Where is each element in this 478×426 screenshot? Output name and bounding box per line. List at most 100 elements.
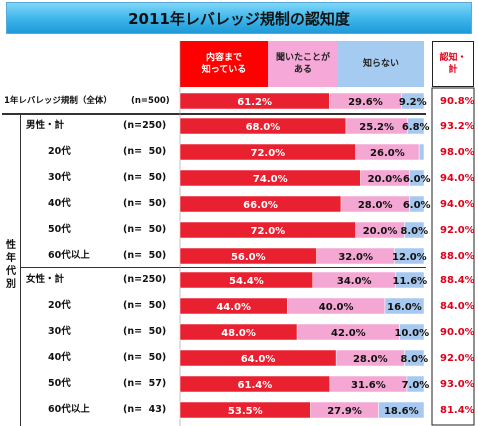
bar-value-label: 72.0% — [250, 226, 285, 237]
row-n: (n= 57) — [123, 378, 167, 389]
row-n: (n= 50) — [123, 326, 167, 337]
bar-value-label: 32.0% — [338, 252, 373, 263]
group-label: 性 年 代 別 — [6, 240, 16, 290]
legend-awareness: 認知・ 計 — [432, 41, 474, 87]
bar-value-label: 6.8% — [402, 122, 430, 133]
awareness-total: 84.0% — [440, 301, 475, 312]
legend-unknown: 知らない — [338, 41, 424, 87]
awareness-total: 92.0% — [440, 353, 475, 364]
bar-value-label: 20.0% — [368, 174, 403, 185]
row-label: 30代 — [48, 172, 71, 183]
bar-segment-unknown — [409, 195, 425, 213]
bar-value-label: 20.0% — [363, 226, 398, 237]
bar-value-label: 9.2% — [399, 97, 427, 108]
bar-value-label: 53.5% — [228, 406, 263, 417]
bar-value-label: 44.0% — [216, 302, 251, 313]
awareness-total: 88.4% — [440, 275, 475, 286]
chart-title: 2011年レバレッジ規制の認知度 — [6, 2, 472, 34]
row-label: 30代 — [48, 326, 71, 337]
bar-value-label: 26.0% — [370, 148, 405, 159]
row-n: (n= 43) — [123, 404, 167, 415]
bar-value-label: 16.0% — [387, 302, 422, 313]
bar-value-label: 72.0% — [250, 148, 285, 159]
separator-top — [2, 113, 426, 115]
awareness-total: 93.2% — [440, 121, 475, 132]
bar-value-label: 11.6% — [392, 276, 427, 287]
row-n: (n= 50) — [123, 300, 167, 311]
bar-value-label: 6.0% — [403, 200, 431, 211]
bar-value-label: 42.0% — [331, 328, 366, 339]
bar-segment-unknown — [399, 323, 425, 341]
bar-value-label: 64.0% — [241, 354, 276, 365]
bar-value-label: 8.0% — [400, 226, 428, 237]
bar-value-label: 27.9% — [327, 406, 362, 417]
awareness-total: 94.0% — [440, 199, 475, 210]
bar-value-label: 68.0% — [246, 122, 281, 133]
bar-segment-unknown — [407, 117, 425, 135]
bar-value-label: 31.6% — [351, 380, 386, 391]
awareness-total: 90.8% — [440, 96, 475, 107]
row-n: (n= 50) — [123, 224, 167, 235]
row-n: (n= 50) — [123, 172, 167, 183]
row-n: (n=250) — [123, 120, 167, 131]
row-n: (n=250) — [123, 274, 167, 285]
row-label: 50代 — [48, 224, 71, 235]
bar-segment-unknown — [409, 169, 425, 187]
row-n: (n= 50) — [123, 146, 167, 157]
bar-value-label: 61.4% — [238, 380, 273, 391]
row-label: 40代 — [48, 198, 71, 209]
bar-value-label: 6.0% — [403, 174, 431, 185]
bar-segment-unknown — [394, 247, 425, 265]
bar-value-label: 56.0% — [231, 252, 266, 263]
bar-value-label: 8.0% — [400, 354, 428, 365]
bar-segment-unknown — [378, 401, 425, 419]
row-label: 女性・計 — [26, 274, 65, 285]
bar-value-label: 28.0% — [358, 200, 393, 211]
row-n: (n=500) — [131, 96, 170, 106]
row-label: 20代 — [48, 146, 71, 157]
bar-value-label: 10.0% — [394, 328, 429, 339]
awareness-total: 94.0% — [440, 173, 475, 184]
awareness-total: 81.4% — [440, 405, 475, 416]
legend-known: 内容まで 知っている — [180, 41, 268, 87]
bar-value-label: 12.0% — [392, 252, 427, 263]
row-label: 60代以上 — [48, 404, 90, 415]
awareness-total: 88.0% — [440, 251, 475, 262]
bar-segment-unknown — [418, 143, 425, 161]
bar-value-label: 34.0% — [337, 276, 372, 287]
bar-value-label: 40.0% — [319, 302, 354, 313]
bar-value-label: 29.6% — [348, 97, 383, 108]
bar-segment-unknown — [404, 349, 425, 367]
bar-segment-unknown — [404, 221, 425, 239]
row-label: 50代 — [48, 378, 71, 389]
awareness-total: 93.0% — [440, 379, 475, 390]
bar-segment-unknown — [384, 297, 425, 315]
awareness-column-frame — [431, 87, 475, 426]
bar-value-label: 7.0% — [402, 380, 430, 391]
awareness-total: 98.0% — [440, 147, 475, 158]
bar-value-label: 28.0% — [353, 354, 388, 365]
bar-value-label: 18.6% — [384, 406, 419, 417]
bar-segment-unknown — [395, 271, 425, 289]
bar-value-label: 66.0% — [243, 200, 278, 211]
awareness-total: 90.0% — [440, 327, 475, 338]
row-label: 男性・計 — [26, 120, 65, 131]
bar-value-label: 48.0% — [221, 328, 256, 339]
awareness-total: 92.0% — [440, 225, 475, 236]
row-label: 60代以上 — [48, 250, 90, 261]
row-n: (n= 50) — [123, 198, 167, 209]
row-label: 1年レバレッジ規制（全体） — [4, 96, 112, 106]
bar-value-label: 74.0% — [253, 174, 288, 185]
legend-heard: 聞いたことが ある — [268, 41, 338, 87]
bar-segment-unknown — [406, 375, 425, 393]
bar-value-label: 54.4% — [229, 276, 264, 287]
bar-value-label: 25.2% — [359, 122, 394, 133]
row-n: (n= 50) — [123, 250, 167, 261]
row-n: (n= 50) — [123, 352, 167, 363]
bar-value-label: 61.2% — [237, 97, 272, 108]
bar-segment-unknown — [401, 92, 425, 110]
row-label: 20代 — [48, 300, 71, 311]
row-label: 40代 — [48, 352, 71, 363]
